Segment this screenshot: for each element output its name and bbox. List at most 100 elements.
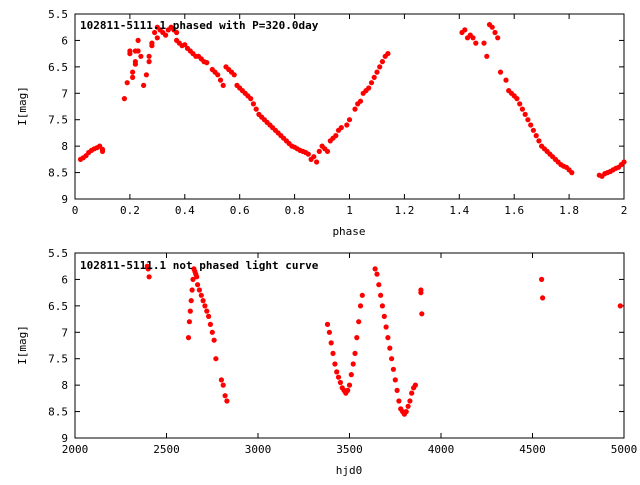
data-point xyxy=(145,266,151,272)
data-point xyxy=(525,117,531,123)
data-point xyxy=(377,64,383,70)
data-point xyxy=(218,377,224,383)
data-point xyxy=(326,329,332,335)
data-point xyxy=(376,282,382,288)
x-tick-label: 0 xyxy=(72,204,79,217)
data-point xyxy=(346,382,353,388)
data-point xyxy=(248,96,254,102)
data-point xyxy=(185,335,192,341)
x-tick-label: 2000 xyxy=(62,443,89,456)
tick-marks-phased xyxy=(74,13,625,200)
x-tick-label: 5000 xyxy=(611,443,638,456)
data-point xyxy=(338,125,344,131)
data-point xyxy=(187,308,193,314)
x-tick-label: 2500 xyxy=(153,443,180,456)
data-point xyxy=(215,72,221,78)
data-point xyxy=(462,27,468,33)
data-point xyxy=(220,82,226,88)
y-tick-label: 8.5 xyxy=(48,167,68,180)
y-tick-label: 7 xyxy=(61,87,68,100)
data-point xyxy=(135,37,141,44)
data-point xyxy=(470,35,476,41)
data-point xyxy=(149,43,155,49)
data-point xyxy=(497,69,504,75)
data-point xyxy=(224,398,230,404)
data-point xyxy=(141,82,147,88)
data-point xyxy=(209,329,215,335)
data-point xyxy=(514,96,520,102)
data-point xyxy=(473,40,479,46)
data-point xyxy=(412,382,418,388)
data-point xyxy=(204,60,210,66)
data-point xyxy=(324,148,331,154)
x-tick-labels-unphased: 2000 2500 3000 3500 4000 4500 5000 xyxy=(62,443,638,456)
data-point xyxy=(357,98,364,104)
unphased-light-curve-panel: 2000 2500 3000 3500 4000 4500 5000 5.5 6 6.5 7 7.5… xyxy=(16,247,637,477)
data-point xyxy=(366,85,372,91)
data-point xyxy=(569,170,575,176)
data-point xyxy=(202,303,208,309)
y-tick-labels-unphased: 5.5 6 6.5 7 7.5 8 8.5 9 xyxy=(48,247,68,445)
data-point xyxy=(333,133,339,139)
data-point xyxy=(359,292,365,298)
data-point xyxy=(337,379,343,386)
data-point xyxy=(533,133,539,139)
data-point xyxy=(334,369,340,375)
y-tick-label: 7.5 xyxy=(48,114,68,127)
data-point xyxy=(357,303,364,309)
x-tick-label: 3500 xyxy=(336,443,363,456)
data-point xyxy=(378,292,384,298)
data-point xyxy=(198,292,204,298)
data-point xyxy=(419,311,425,317)
data-point xyxy=(348,372,354,378)
data-point xyxy=(213,356,219,362)
x-tick-label: 0.2 xyxy=(120,204,140,217)
data-point xyxy=(392,377,398,383)
data-point xyxy=(350,361,356,367)
x-tick-label: 1.8 xyxy=(559,204,579,217)
data-point xyxy=(186,319,192,325)
chart-title-phased: 102811-5111.1 phased with P=320.0day xyxy=(80,19,319,32)
data-point xyxy=(124,80,130,86)
data-point xyxy=(211,337,217,343)
data-point xyxy=(332,361,338,367)
data-point xyxy=(374,69,380,75)
data-point xyxy=(394,387,400,393)
data-point xyxy=(195,282,201,288)
data-point xyxy=(146,53,152,59)
x-tick-label: 0.6 xyxy=(230,204,250,217)
y-tick-labels-phased: 5.5 6 6.5 7 7.5 8 8.5 9 xyxy=(48,8,68,206)
x-axis-label-unphased: hjd0 xyxy=(336,464,363,477)
y-tick-label: 8 xyxy=(61,140,68,153)
y-tick-label: 7 xyxy=(61,326,68,339)
data-point xyxy=(143,72,149,78)
data-point xyxy=(250,101,256,107)
y-tick-label: 6.5 xyxy=(48,61,68,74)
data-point xyxy=(189,287,195,293)
data-point xyxy=(305,151,311,157)
data-point xyxy=(121,96,127,102)
x-axis-label-phased: phase xyxy=(332,225,365,238)
y-axis-label-phased: I[mag] xyxy=(16,86,29,126)
y-tick-label: 5.5 xyxy=(48,8,68,21)
data-point xyxy=(204,308,210,314)
data-point xyxy=(418,290,424,296)
data-point xyxy=(163,32,169,38)
data-point xyxy=(383,324,389,330)
y-tick-label: 5.5 xyxy=(48,247,68,260)
data-point xyxy=(387,345,393,351)
data-point xyxy=(314,159,320,165)
data-points-unphased xyxy=(144,263,623,417)
data-point xyxy=(528,122,534,128)
data-point xyxy=(540,295,546,301)
y-tick-label: 6.5 xyxy=(48,300,68,313)
y-tick-label: 8.5 xyxy=(48,406,68,419)
data-point xyxy=(154,35,160,41)
data-point xyxy=(174,29,180,36)
data-points-phased xyxy=(77,22,627,179)
x-tick-label: 3000 xyxy=(245,443,272,456)
data-point xyxy=(389,356,395,362)
data-point xyxy=(407,398,413,404)
data-point xyxy=(127,51,133,57)
